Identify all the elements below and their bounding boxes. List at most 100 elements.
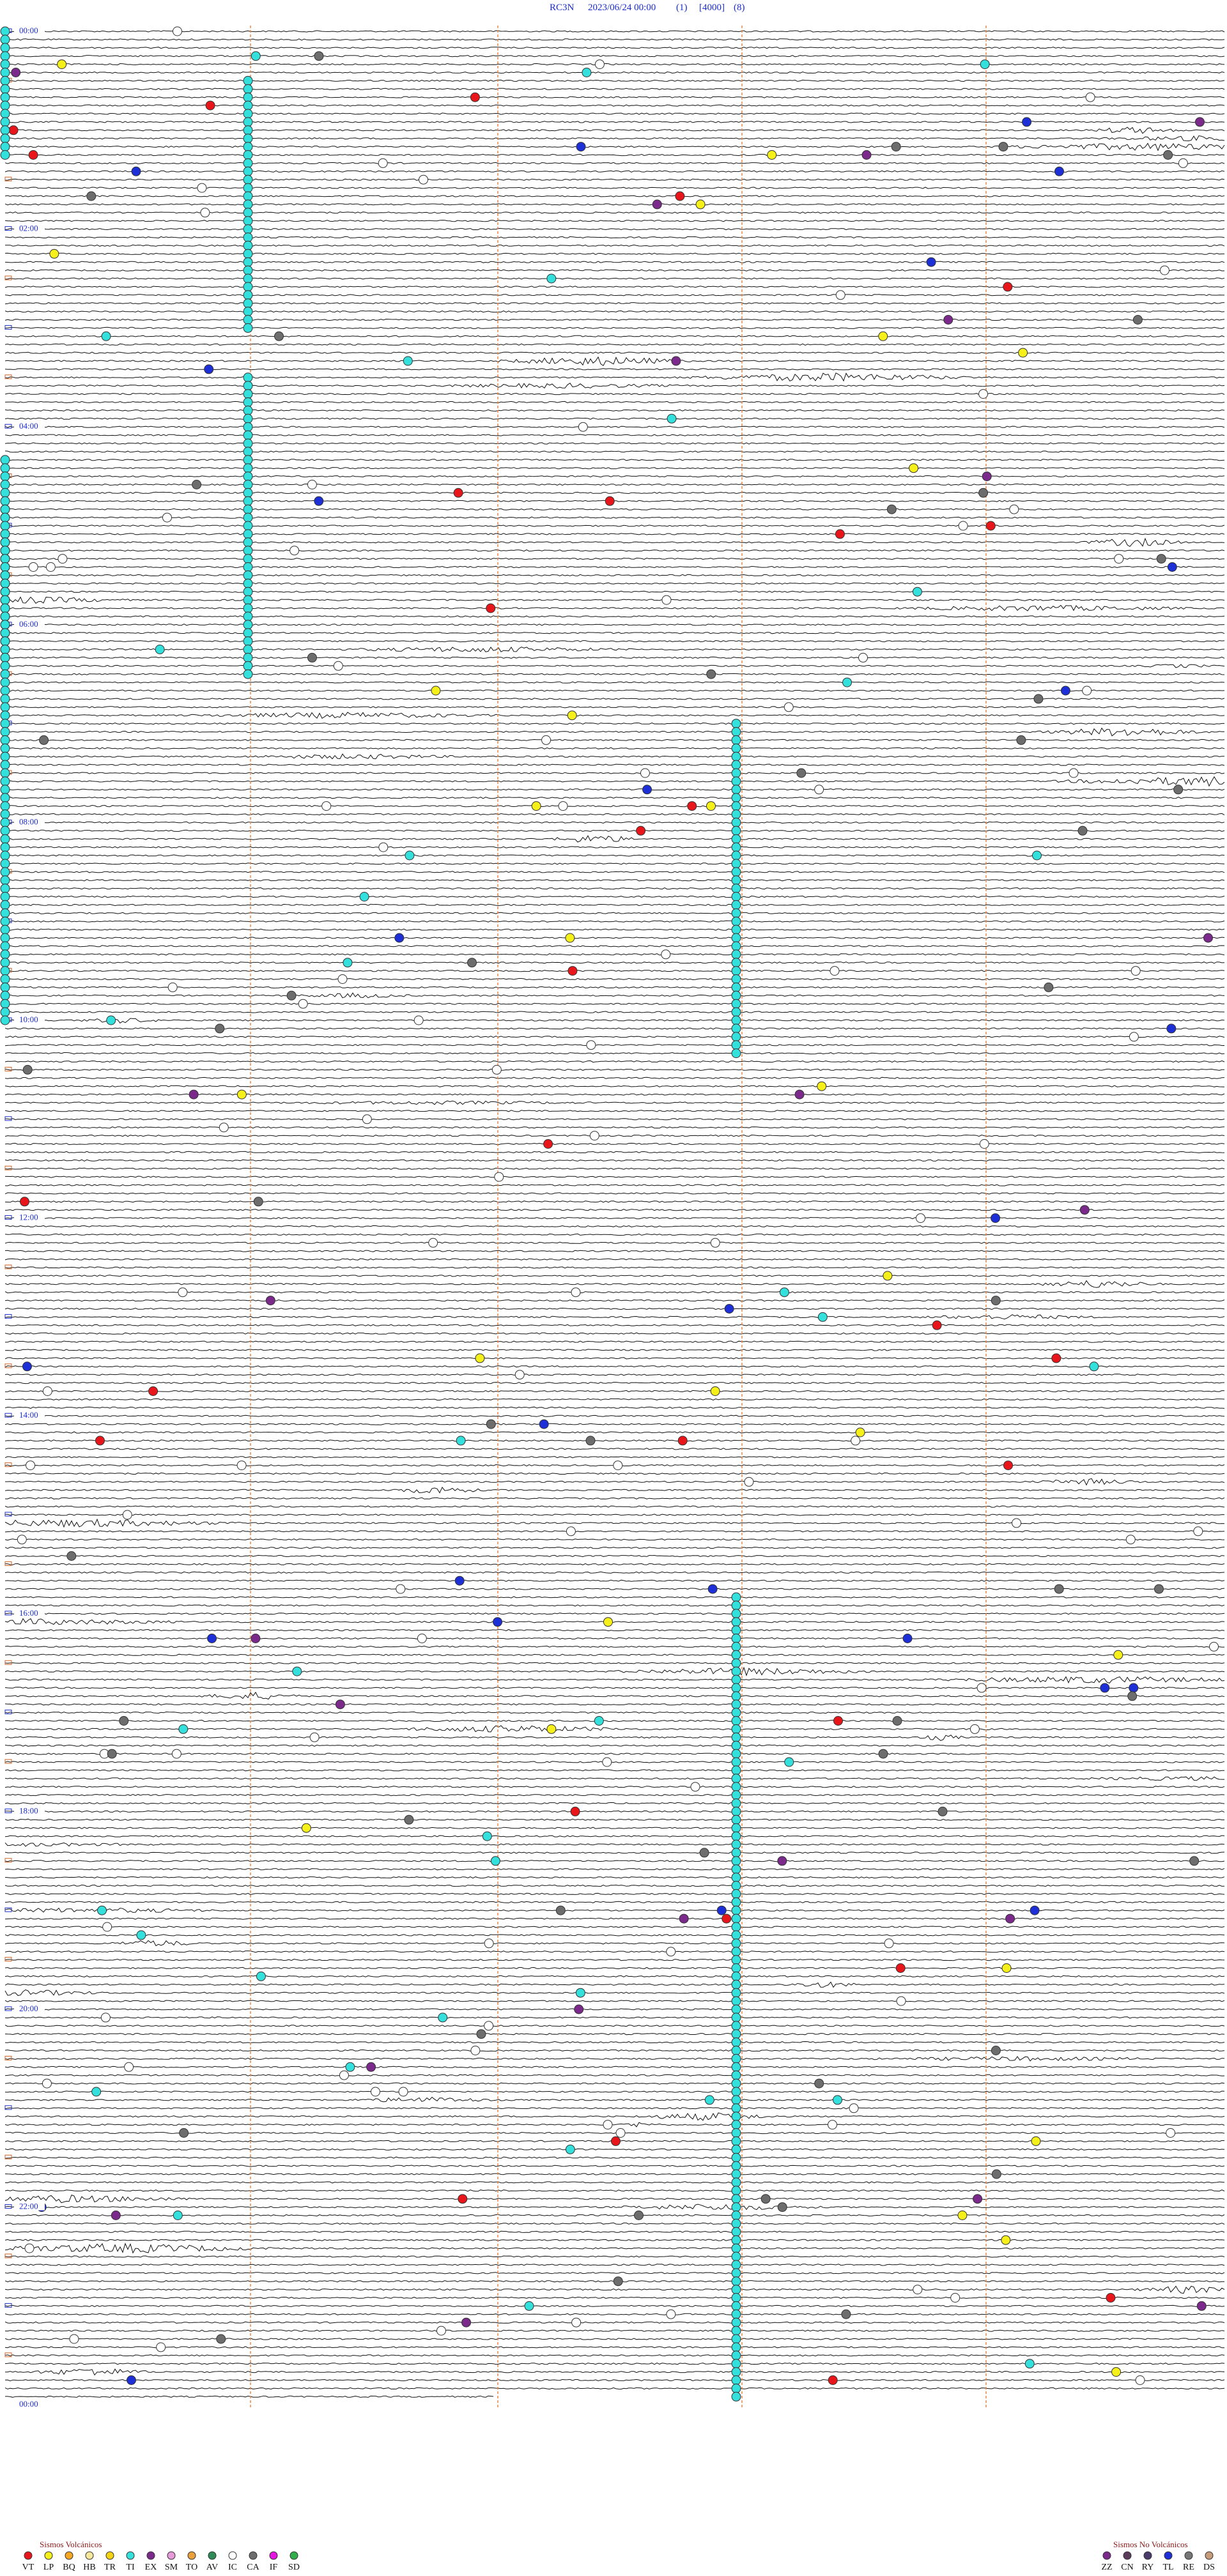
event-marker xyxy=(243,208,253,218)
event-marker xyxy=(902,1634,913,1643)
trace xyxy=(4,1027,1225,1030)
event-marker xyxy=(337,974,348,984)
event-marker xyxy=(461,2317,472,2327)
event-marker xyxy=(243,562,253,572)
trace xyxy=(4,135,1225,142)
event-marker xyxy=(243,413,253,424)
legend-label: IF xyxy=(270,2563,278,2572)
event-marker xyxy=(731,2367,741,2377)
event-marker xyxy=(1106,2293,1116,2303)
event-marker xyxy=(378,842,389,852)
event-marker xyxy=(731,924,741,935)
trace xyxy=(4,945,1225,947)
event-marker xyxy=(458,2194,468,2204)
event-marker xyxy=(0,529,10,539)
event-marker xyxy=(1163,150,1173,160)
event-marker xyxy=(731,2218,741,2228)
event-marker xyxy=(122,1510,132,1520)
hour-tick xyxy=(4,1363,12,1368)
trace xyxy=(4,252,1224,255)
trace xyxy=(4,269,1225,272)
event-marker xyxy=(243,191,253,201)
time-label: 16:00 xyxy=(19,1608,38,1618)
event-marker xyxy=(652,199,662,210)
event-marker xyxy=(486,603,496,613)
event-marker xyxy=(0,109,10,119)
event-marker xyxy=(69,2334,79,2344)
trace xyxy=(4,261,1225,263)
trace xyxy=(4,2165,1225,2167)
trace xyxy=(4,2016,1225,2019)
event-marker xyxy=(605,496,615,506)
channel: (1) xyxy=(676,3,688,13)
trace xyxy=(4,1691,1225,1700)
event-marker xyxy=(97,1905,107,1915)
trace xyxy=(4,706,1225,709)
event-marker xyxy=(484,1938,494,1949)
scale: [4000] xyxy=(699,3,725,13)
event-marker xyxy=(0,842,10,852)
event-marker xyxy=(731,1634,741,1643)
trace xyxy=(4,969,1225,972)
event-marker xyxy=(731,842,741,852)
time-label: 02:00 xyxy=(19,224,38,233)
trace xyxy=(4,2338,1225,2340)
event-marker xyxy=(131,166,141,176)
event-marker xyxy=(1003,1460,1014,1471)
event-marker xyxy=(731,2268,741,2278)
event-marker xyxy=(731,2136,741,2146)
trace xyxy=(4,153,1225,157)
trace xyxy=(4,1258,1224,1261)
trace xyxy=(4,1390,1225,1393)
event-marker xyxy=(0,125,10,135)
event-marker xyxy=(731,1823,741,1833)
trace xyxy=(4,2230,1225,2233)
event-marker xyxy=(0,859,10,869)
event-marker xyxy=(243,257,253,267)
event-marker xyxy=(470,2046,481,2055)
event-marker xyxy=(45,562,56,572)
event-marker xyxy=(251,51,261,61)
legend-label: CN xyxy=(1121,2563,1133,2572)
legend-label: SM xyxy=(165,2563,178,2572)
event-marker xyxy=(1132,315,1143,325)
trace xyxy=(4,2008,1225,2011)
event-marker xyxy=(307,480,317,489)
event-marker xyxy=(744,1476,754,1487)
event-marker xyxy=(0,751,10,762)
event-marker xyxy=(731,1782,741,1792)
event-marker xyxy=(243,100,253,111)
event-marker xyxy=(731,793,741,803)
event-marker xyxy=(1054,166,1064,176)
event-marker xyxy=(0,760,10,770)
trace xyxy=(4,508,1225,510)
event-marker xyxy=(677,1436,688,1446)
event-marker xyxy=(0,850,10,861)
event-marker xyxy=(243,397,253,407)
event-marker xyxy=(1194,117,1205,127)
legend-label: EX xyxy=(145,2563,157,2572)
trace xyxy=(4,1052,1225,1055)
event-marker xyxy=(66,1551,77,1561)
event-marker xyxy=(428,1238,438,1248)
event-marker xyxy=(731,966,741,976)
event-marker xyxy=(292,1666,302,1676)
event-marker xyxy=(706,669,716,679)
trace xyxy=(4,2074,1225,2076)
trace xyxy=(4,1554,1225,1558)
legend-label: TR xyxy=(104,2563,116,2572)
trace xyxy=(4,2272,1225,2274)
trace xyxy=(4,1200,1225,1203)
trace xyxy=(4,30,1225,33)
event-marker xyxy=(731,1806,741,1816)
event-marker xyxy=(1189,1856,1200,1866)
event-marker xyxy=(642,785,652,795)
event-marker xyxy=(594,59,605,70)
trace xyxy=(4,854,1225,857)
event-marker xyxy=(298,999,308,1009)
event-marker xyxy=(0,51,10,61)
event-marker xyxy=(978,389,989,399)
event-marker xyxy=(731,751,741,762)
trace xyxy=(4,596,1225,604)
event-marker xyxy=(243,447,253,457)
